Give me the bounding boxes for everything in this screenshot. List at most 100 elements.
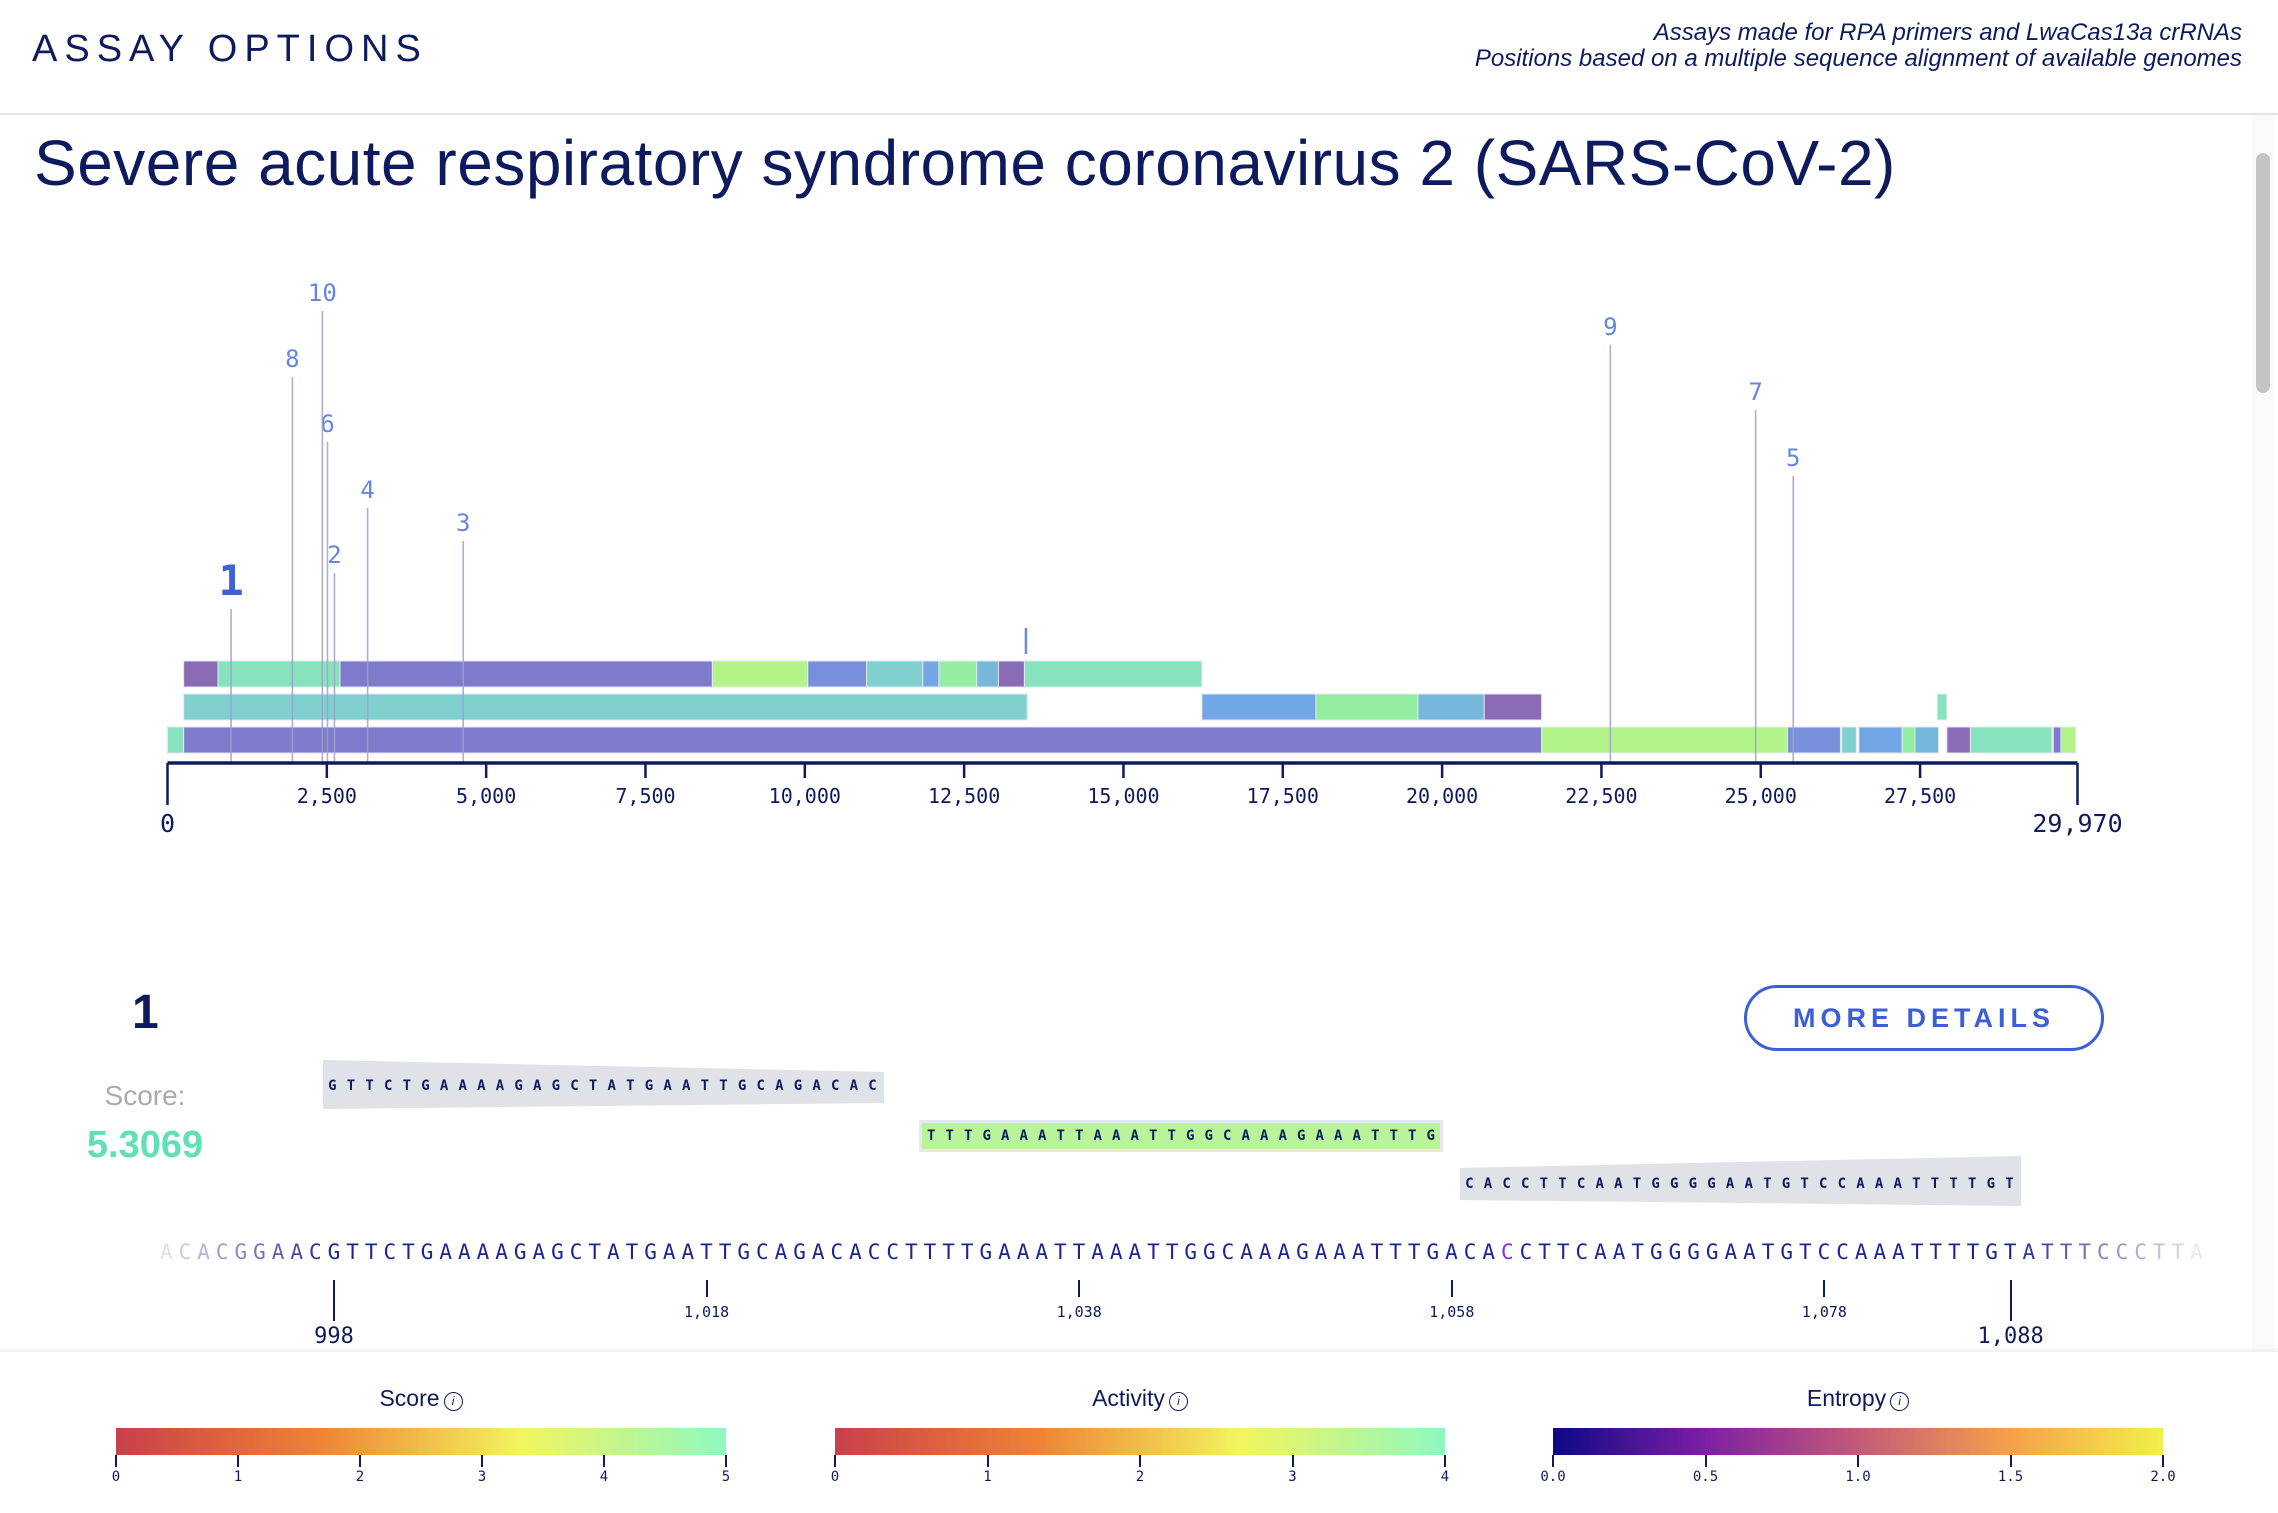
assay-marker-label[interactable]: 8: [285, 345, 299, 373]
legend-tick: [986, 1455, 989, 1467]
score-label: Score:: [104, 1080, 186, 1111]
assay-marker-label[interactable]: 2: [327, 541, 341, 569]
primer-base: T: [1371, 1128, 1380, 1144]
assay-marker-label[interactable]: 4: [360, 476, 374, 504]
header-note-positions: Positions based on a multiple sequence a…: [1474, 45, 2242, 72]
assay-marker-label[interactable]: 9: [1603, 313, 1617, 341]
assay-number: 1: [132, 986, 159, 1039]
legend-tick-label: 5: [721, 1469, 731, 1485]
gene-segment[interactable]: [1936, 693, 1948, 721]
sequence-base: G: [551, 1240, 564, 1264]
x-axis-tick-label: 10,000: [769, 784, 841, 808]
sequence-base: A: [1594, 1240, 1607, 1264]
primer-base: A: [1614, 1176, 1623, 1192]
sequence-base: A: [662, 1240, 676, 1264]
gene-segment[interactable]: [1315, 693, 1419, 721]
gene-segment[interactable]: [339, 660, 713, 688]
gene-segment[interactable]: [167, 726, 185, 754]
gene-segment[interactable]: [2052, 726, 2062, 754]
sequence-base: G: [1780, 1240, 1794, 1264]
sequence-base: A: [1873, 1240, 1887, 1264]
assay-marker-label[interactable]: 7: [1748, 378, 1762, 406]
gene-segment[interactable]: [183, 660, 219, 688]
gene-segment[interactable]: [938, 660, 978, 688]
sequence-tick-label: 998: [314, 1324, 354, 1349]
assay-marker-label[interactable]: 6: [320, 410, 334, 438]
sequence-base: A: [1035, 1240, 1049, 1264]
more-details-button[interactable]: MORE DETAILS: [1744, 985, 2104, 1051]
gene-segment[interactable]: [1858, 726, 1903, 754]
gene-segment[interactable]: [1787, 726, 1841, 754]
gene-segment[interactable]: [2060, 726, 2077, 754]
gene-segment[interactable]: [1969, 726, 2053, 754]
gene-segment[interactable]: [1946, 726, 1971, 754]
header-notes: Assays made for RPA primers and LwaCas13…: [1475, 20, 2242, 72]
primer-base: G: [1204, 1128, 1213, 1144]
info-icon[interactable]: i: [1168, 1392, 1188, 1411]
gene-segment[interactable]: [183, 726, 1543, 754]
assay-marker-label[interactable]: 10: [308, 279, 337, 307]
gene-segment[interactable]: [922, 660, 940, 688]
gene-segment[interactable]: [997, 660, 1025, 688]
x-axis-tick-label: 25,000: [1725, 784, 1797, 808]
gene-segment[interactable]: [183, 693, 1028, 721]
primer-base: G: [328, 1078, 337, 1094]
sequence-base: A: [290, 1240, 304, 1264]
gene-segment[interactable]: [711, 660, 809, 688]
legend-tick: [115, 1455, 117, 1467]
primer-base: A: [1874, 1176, 1884, 1192]
primer-base: T: [1930, 1176, 1940, 1192]
gene-segment[interactable]: [1914, 726, 1940, 754]
primer-base: A: [1315, 1128, 1324, 1144]
legend-tick: [1139, 1455, 1141, 1467]
legend-title: Activity i: [835, 1385, 1445, 1412]
sequence-base: T: [1165, 1240, 1179, 1264]
primer-base: C: [1502, 1176, 1511, 1192]
sequence-base: C: [1575, 1240, 1589, 1264]
sequence-base: G: [1705, 1240, 1719, 1264]
assay-marker-label[interactable]: 5: [1786, 444, 1800, 472]
gene-segment[interactable]: [866, 660, 924, 688]
legend-tick-label: 1: [233, 1469, 243, 1485]
info-icon[interactable]: i: [1890, 1392, 1910, 1411]
assay-marker-label[interactable]: 1: [218, 556, 243, 605]
primer-base: T: [402, 1078, 412, 1094]
sequence-base: A: [271, 1240, 285, 1264]
sequence-base: T: [1053, 1240, 1067, 1264]
gene-segment[interactable]: [1201, 693, 1317, 721]
gene-segment[interactable]: [1541, 726, 1789, 754]
primer-base: A: [607, 1078, 616, 1094]
sequence-base: A: [1724, 1240, 1738, 1264]
assay-marker-label[interactable]: 3: [456, 509, 470, 537]
sequence-base: T: [1389, 1240, 1402, 1264]
x-axis-tick-label: 5,000: [456, 784, 516, 808]
primer-base: G: [1669, 1176, 1679, 1192]
gene-segment[interactable]: [1901, 726, 1916, 754]
scrollbar-thumb[interactable]: [2256, 153, 2270, 393]
gene-segment[interactable]: [807, 660, 868, 688]
sequence-base: A: [457, 1240, 471, 1264]
primer-base: T: [945, 1128, 954, 1144]
scrollbar-track[interactable]: [2252, 115, 2274, 1351]
legend-tick-label: 1.0: [1845, 1469, 1871, 1485]
sequence-base: A: [2190, 1240, 2203, 1264]
primer-base: G: [421, 1078, 430, 1094]
legend-tick: [237, 1455, 239, 1467]
gene-segment[interactable]: [1841, 726, 1857, 754]
info-icon[interactable]: i: [443, 1392, 463, 1411]
sequence-base: G: [644, 1240, 657, 1264]
x-axis-tick-label: 2,500: [297, 784, 357, 808]
gene-segment[interactable]: [1417, 693, 1485, 721]
gene-segment[interactable]: [1483, 693, 1543, 721]
gene-segment[interactable]: [1023, 660, 1203, 688]
sequence-base: A: [1016, 1240, 1030, 1264]
gene-segment[interactable]: [976, 660, 999, 688]
legend-tick: [1704, 1455, 1707, 1467]
sequence-base: C: [215, 1240, 229, 1264]
sequence-base: C: [1836, 1240, 1849, 1264]
gene-segment[interactable]: [217, 660, 341, 688]
primer-base: T: [1763, 1176, 1772, 1192]
x-axis-tick-label: 7,500: [615, 784, 675, 808]
sequence-base: T: [1538, 1240, 1551, 1264]
sequence-base: G: [1687, 1240, 1700, 1264]
